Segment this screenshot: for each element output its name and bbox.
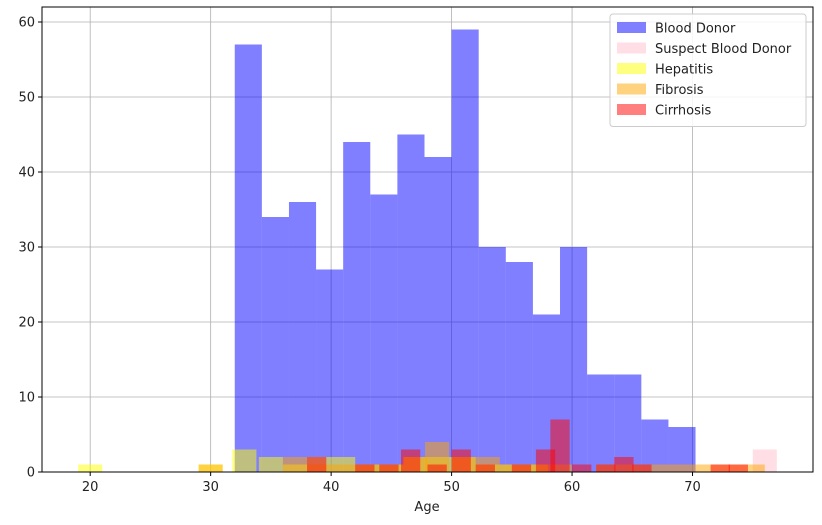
- bar-fibrosis: [668, 464, 693, 472]
- legend-swatch: [617, 22, 646, 33]
- bar-cirrhosis: [550, 419, 570, 472]
- bar-blood-donor: [316, 269, 344, 472]
- y-tick-label: 20: [18, 316, 35, 331]
- x-tick-label: 60: [564, 480, 581, 495]
- legend: Blood Donor Suspect Blood Donor Hepatitis F…: [609, 13, 807, 127]
- bar-cirrhosis: [475, 464, 495, 472]
- bar-blood-donor: [234, 44, 262, 472]
- bar-fibrosis: [331, 464, 356, 472]
- bar-blood-donor: [424, 157, 452, 472]
- legend-box: [609, 13, 807, 127]
- y-tick-label: 0: [27, 466, 35, 481]
- bar-hepatitis: [78, 464, 103, 472]
- bar-cirrhosis: [307, 457, 327, 472]
- bar-cirrhosis: [451, 449, 471, 472]
- y-tick-label: 40: [18, 166, 35, 181]
- x-axis-label: Age: [414, 500, 439, 515]
- bar-hepatitis: [232, 449, 257, 472]
- bar-cirrhosis: [355, 464, 375, 472]
- bar-blood-donor: [397, 134, 425, 472]
- bar-fibrosis: [198, 464, 223, 472]
- bar-cirrhosis: [614, 457, 634, 472]
- bar-cirrhosis: [728, 464, 748, 472]
- legend-swatch: [617, 83, 646, 95]
- x-tick-label: 50: [443, 480, 460, 495]
- legend-label: Suspect Blood Donor: [655, 42, 792, 57]
- legend-label: Hepatitis: [655, 63, 713, 78]
- axis-ticks: 20 30 40 50 60 70 0 10 20 30 40 50 60: [18, 16, 700, 496]
- bar-cirrhosis: [596, 464, 616, 472]
- x-tick-label: 70: [684, 480, 701, 495]
- bar-blood-donor: [343, 142, 371, 472]
- legend-swatch: [617, 42, 646, 54]
- y-tick-label: 30: [18, 241, 35, 256]
- bar-cirrhosis: [511, 464, 532, 472]
- bar-cirrhosis: [379, 464, 399, 472]
- legend-swatch: [617, 63, 646, 74]
- x-tick-label: 30: [202, 480, 219, 495]
- bar-blood-donor: [288, 202, 317, 472]
- bar-blood-donor: [641, 419, 669, 472]
- bar-fibrosis: [740, 464, 765, 472]
- x-tick-label: 20: [82, 480, 99, 495]
- bar-blood-donor: [370, 194, 398, 472]
- legend-swatch: [617, 104, 646, 115]
- bars: [78, 29, 777, 472]
- bar-blood-donor: [261, 217, 289, 472]
- bar-cirrhosis: [632, 464, 652, 472]
- x-tick-label: 40: [323, 480, 340, 495]
- bar-blood-donor: [587, 374, 615, 472]
- bar-fibrosis: [644, 464, 669, 472]
- bar-blood-donor: [451, 29, 479, 472]
- bar-fibrosis: [282, 457, 308, 472]
- bar-cirrhosis: [427, 464, 447, 472]
- legend-label: Blood Donor: [655, 22, 736, 37]
- bar-blood-donor: [614, 374, 642, 472]
- bar-blood-donor: [478, 247, 506, 472]
- bar-blood-donor: [505, 262, 533, 472]
- bar-fibrosis: [692, 464, 717, 472]
- y-tick-label: 10: [18, 391, 35, 406]
- bar-cirrhosis: [400, 449, 421, 472]
- y-tick-label: 60: [18, 16, 35, 31]
- bar-cirrhosis: [710, 464, 730, 472]
- plot-frame: [41, 6, 814, 473]
- bar-hepatitis: [258, 457, 283, 472]
- legend-label: Cirrhosis: [655, 104, 711, 119]
- legend-label: Fibrosis: [655, 83, 704, 98]
- bar-cirrhosis: [572, 464, 592, 472]
- y-tick-label: 50: [18, 91, 35, 106]
